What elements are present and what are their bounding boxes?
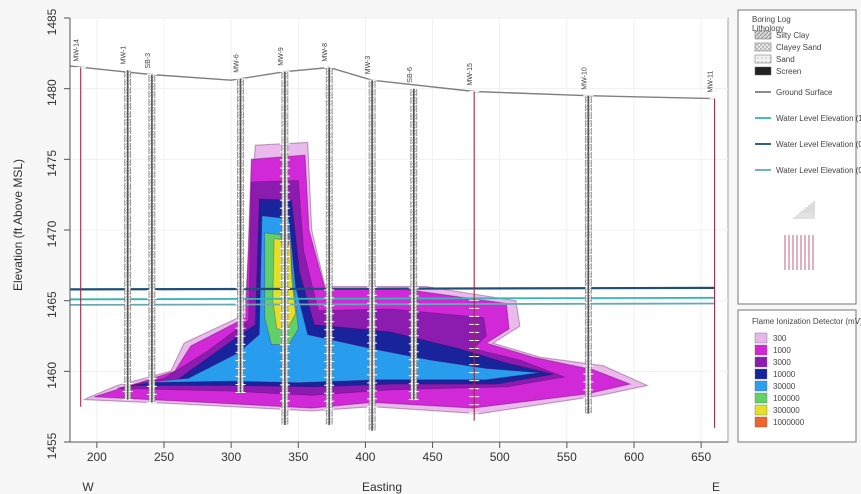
boring-label-MW-3: MW-3 [365, 56, 372, 75]
y-tick-label-5: 1480 [45, 79, 59, 106]
boring-label-MW-8: MW-8 [322, 43, 329, 62]
legend-lithology-label-1: Clayey Sand [776, 43, 821, 52]
legend-flame-level-list: 300 1000 3000 10000 30000 100000 300000 1000000 [754, 332, 805, 428]
legend-lines-list: Ground Surface Water Level Elevation (10/… [755, 88, 861, 175]
legend-lithology-swatch-2 [754, 54, 772, 64]
boring-label-MW-11: MW-11 [708, 71, 715, 93]
legend-line-label-0: Ground Surface [776, 88, 833, 97]
x-tick-label-1: 250 [154, 450, 174, 464]
legend-lithology-label-3: Screen [776, 67, 801, 76]
x-tick-label-8: 600 [624, 450, 644, 464]
y-tick-label-3: 1470 [45, 220, 59, 247]
boring-label-MW-10: MW-10 [581, 67, 588, 90]
water-level-layer [69, 286, 715, 306]
boring-label-MW-14: MW-14 [74, 39, 81, 62]
y-tick-label-0: 1455 [45, 432, 59, 459]
legend-flame-label-1: 1000 [773, 346, 791, 355]
legend-flame-label-4: 30000 [773, 382, 796, 391]
legend-line-label-1: Water Level Elevation (10/23/96) [776, 114, 861, 123]
legend-flame-swatch-1 [754, 344, 768, 356]
legend-flame-swatch-3 [754, 368, 768, 380]
water-level-line-2 [69, 302, 715, 306]
boring-label-SB-3: SB-3 [145, 53, 152, 69]
legend-lithology-list: Silty Clay Clayey Sand Sand Screen [754, 30, 821, 76]
legend-lithology-swatch-3 [754, 66, 772, 76]
x-tick-label-4: 400 [355, 450, 375, 464]
legend-detector-title: Flame Ionization Detector (mV) [752, 317, 861, 326]
legend-line-label-2: Water Level Elevation (04/14/97) [776, 140, 861, 149]
legend-flame-swatch-0 [754, 332, 768, 344]
legend-boring-log-title: Boring Log [752, 15, 791, 24]
water-level-line-1 [69, 286, 715, 291]
y-tick-label-2: 1465 [45, 291, 59, 318]
legend-flame-label-5: 100000 [773, 394, 800, 403]
water-level-line-0 [69, 296, 715, 301]
legend-flame-label-6: 300000 [773, 406, 800, 415]
x-tick-label-5: 450 [423, 450, 443, 464]
boring-label-MW-6: MW-6 [234, 54, 241, 73]
legend-flame-label-2: 3000 [773, 358, 791, 367]
east-direction-label: E [712, 480, 720, 494]
x-tick-label-6: 500 [490, 450, 510, 464]
legend-lithology-swatch-0 [754, 30, 772, 40]
y-tick-label-1: 1460 [45, 362, 59, 389]
west-direction-label: W [82, 480, 94, 494]
x-tick-label-0: 200 [87, 450, 107, 464]
x-axis-label: Easting [362, 480, 402, 494]
legend-line-label-3: Water Level Elevation (04/16/97) [776, 166, 861, 175]
plume-band-10000 [130, 198, 554, 388]
legend-flame-label-7: 1000000 [773, 418, 805, 427]
boring-log-layer: MW-14 MW-1 SB-3 MW-6 MW-9 MW-8 MW-3 SB-6 MW-15 MW… [74, 39, 720, 432]
legend-lithology-swatch-1 [754, 42, 772, 52]
legend-lithology-label-2: Sand [776, 55, 795, 64]
legend-well-graphic [784, 201, 815, 270]
boring-label-MW-1: MW-1 [121, 46, 128, 65]
legend-boring-log-subtitle: Lithology [752, 24, 784, 33]
x-tick-label-7: 550 [557, 450, 577, 464]
y-tick-label-4: 1475 [45, 150, 59, 177]
x-tick-label-2: 300 [221, 450, 241, 464]
legend-lithology-label-0: Silty Clay [776, 31, 809, 40]
x-tick-label-9: 650 [691, 450, 711, 464]
plume-layer [83, 141, 650, 415]
legend-flame-swatch-7 [754, 416, 768, 428]
x-tick-label-3: 350 [288, 450, 308, 464]
boring-label-MW-9: MW-9 [278, 47, 285, 66]
plume-band-3000 [116, 180, 566, 396]
legend-flame-swatch-6 [754, 404, 768, 416]
y-axis-label: Elevation (ft Above MSL) [11, 159, 25, 291]
boring-label-SB-6: SB-6 [407, 67, 414, 83]
y-tick-label-6: 1485 [45, 8, 59, 35]
legend-flame-label-3: 10000 [773, 370, 796, 379]
legend-flame-label-0: 300 [773, 334, 787, 343]
legend-flame-swatch-4 [754, 380, 768, 392]
boring-label-MW-15: MW-15 [467, 63, 474, 86]
legend-bottom: Flame Ionization Detector (mV) 300100030… [737, 309, 861, 443]
legend-flame-swatch-2 [754, 356, 768, 368]
axes-layer: 200 250 300 350 400 450 500 550 600 650 1455 1460 14… [45, 8, 728, 464]
legend-top: Boring Log Lithology Silty Clay Clayey Sa… [737, 9, 861, 305]
legend-flame-swatch-5 [754, 392, 768, 404]
